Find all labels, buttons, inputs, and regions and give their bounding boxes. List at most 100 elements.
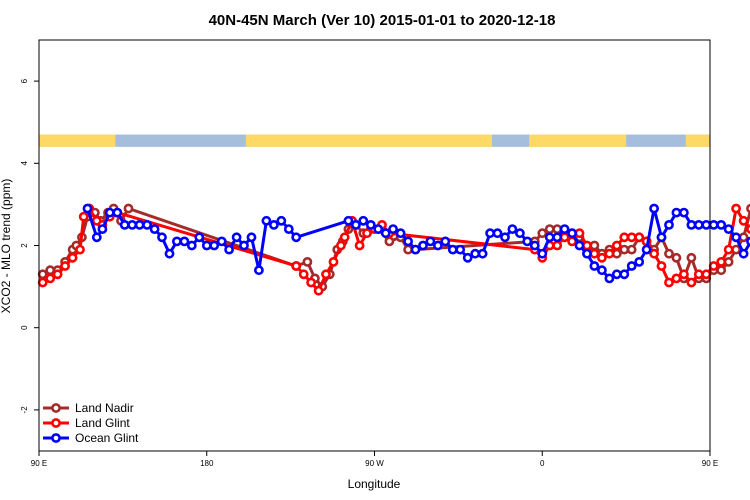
data-point bbox=[611, 240, 622, 251]
data-point bbox=[701, 269, 712, 280]
y-tick-label: 4 bbox=[20, 161, 29, 166]
data-point bbox=[731, 232, 741, 243]
series-layer bbox=[37, 203, 750, 296]
data-point bbox=[544, 232, 555, 243]
data-point bbox=[52, 269, 63, 280]
x-tick-label: 90 W bbox=[365, 459, 384, 468]
data-point bbox=[365, 219, 376, 230]
data-point bbox=[418, 240, 428, 251]
data-point bbox=[380, 228, 391, 239]
data-point bbox=[589, 261, 600, 271]
data-point bbox=[686, 252, 697, 263]
data-point bbox=[343, 215, 354, 226]
y-tick-label: 0 bbox=[20, 325, 29, 330]
data-point bbox=[291, 232, 302, 243]
data-point bbox=[246, 232, 257, 243]
data-point bbox=[362, 228, 372, 239]
data-point bbox=[78, 211, 89, 222]
data-point bbox=[708, 261, 719, 271]
data-point bbox=[604, 248, 615, 259]
data-point bbox=[82, 203, 93, 214]
data-point bbox=[239, 240, 249, 251]
data-point bbox=[664, 248, 674, 259]
data-point bbox=[567, 228, 577, 239]
y-axis: -2 0 2 4 6 bbox=[20, 78, 39, 413]
data-point bbox=[716, 256, 727, 267]
x-tick-label: 90 E bbox=[702, 459, 718, 468]
data-point bbox=[664, 277, 674, 288]
data-point bbox=[649, 203, 659, 214]
data-point bbox=[731, 244, 741, 255]
data-point bbox=[626, 261, 637, 271]
data-point bbox=[626, 232, 637, 243]
data-point bbox=[268, 219, 279, 230]
data-point bbox=[738, 232, 749, 243]
data-point bbox=[641, 244, 652, 255]
data-point bbox=[656, 261, 667, 271]
data-point bbox=[388, 224, 398, 234]
data-point bbox=[119, 219, 130, 230]
data-point bbox=[194, 232, 205, 243]
land-band bbox=[39, 134, 116, 147]
data-point bbox=[134, 219, 145, 230]
legend-marker-ocean-glint bbox=[51, 433, 61, 443]
data-point bbox=[335, 240, 346, 251]
data-point bbox=[649, 248, 659, 259]
series-ocean-glint bbox=[82, 203, 750, 284]
data-point bbox=[634, 256, 645, 267]
data-point bbox=[537, 248, 548, 259]
x-tick-label: 0 bbox=[540, 459, 545, 468]
data-point bbox=[112, 207, 123, 218]
data-point bbox=[37, 269, 48, 280]
data-point bbox=[604, 273, 615, 284]
data-point bbox=[354, 240, 365, 251]
data-point bbox=[425, 236, 436, 247]
data-point bbox=[104, 207, 115, 218]
data-point bbox=[679, 269, 689, 280]
data-point bbox=[91, 232, 102, 243]
data-point bbox=[671, 207, 682, 218]
legend-marker-land-glint bbox=[51, 418, 61, 428]
data-point bbox=[339, 232, 350, 243]
data-point bbox=[302, 256, 313, 267]
data-point bbox=[686, 277, 697, 288]
x-axis: 90 E 180 90 W 0 90 E bbox=[31, 451, 718, 468]
data-point bbox=[350, 219, 361, 230]
data-point bbox=[716, 265, 727, 276]
data-point bbox=[679, 207, 689, 218]
data-point bbox=[60, 261, 70, 271]
data-point bbox=[67, 252, 78, 263]
data-point bbox=[440, 236, 451, 247]
data-point bbox=[179, 236, 190, 247]
data-point bbox=[716, 219, 727, 230]
data-point bbox=[626, 244, 637, 255]
y-tick-label: -2 bbox=[20, 406, 29, 414]
data-point bbox=[723, 244, 734, 255]
data-point bbox=[746, 236, 750, 247]
data-point bbox=[500, 232, 510, 243]
data-point bbox=[746, 203, 750, 214]
x-tick-label: 90 E bbox=[31, 459, 47, 468]
data-point bbox=[738, 248, 749, 259]
data-point bbox=[358, 215, 369, 226]
data-point bbox=[619, 269, 630, 280]
x-axis-label: Longitude bbox=[348, 477, 401, 491]
data-point bbox=[574, 240, 585, 251]
data-point bbox=[723, 224, 734, 234]
data-point bbox=[656, 232, 667, 243]
data-point bbox=[216, 236, 227, 247]
chart-title: 40N-45N March (Ver 10) 2015-01-01 to 202… bbox=[209, 12, 556, 29]
data-point bbox=[298, 269, 309, 280]
data-point bbox=[321, 269, 331, 280]
land-band bbox=[529, 134, 627, 147]
data-point bbox=[462, 252, 473, 263]
data-point bbox=[537, 228, 548, 239]
data-point bbox=[634, 232, 645, 243]
data-point bbox=[373, 224, 384, 234]
data-point bbox=[693, 269, 704, 280]
legend-label-ocean-glint: Ocean Glint bbox=[75, 431, 139, 445]
data-point bbox=[149, 224, 160, 234]
data-point bbox=[432, 240, 443, 251]
legend-marker-land-nadir bbox=[51, 403, 61, 413]
